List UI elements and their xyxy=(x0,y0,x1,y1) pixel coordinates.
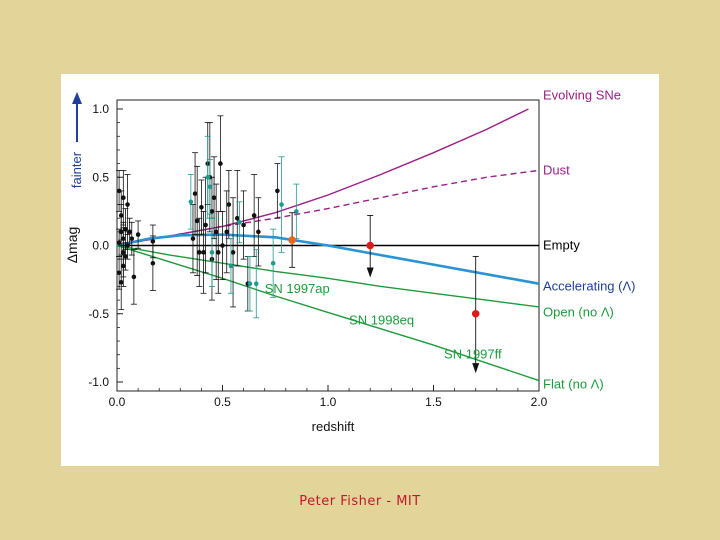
data-point-black xyxy=(121,195,126,201)
data-point-black xyxy=(123,254,128,259)
x-axis-label: redshift xyxy=(312,419,355,434)
data-point-black xyxy=(150,239,156,244)
data-point-black xyxy=(125,202,130,207)
data-point-teal xyxy=(207,184,213,190)
data-point-black xyxy=(215,250,221,255)
data-point-black xyxy=(123,226,128,232)
data-point-black xyxy=(196,250,202,255)
curve-label: Flat (no Λ) xyxy=(543,377,604,392)
data-point-black xyxy=(118,213,124,218)
data-point-black xyxy=(224,229,230,235)
curve-accelerating xyxy=(116,233,540,285)
data-point-black xyxy=(194,218,200,224)
y-tick-label: 0.5 xyxy=(92,170,109,184)
data-point-black xyxy=(190,236,196,241)
chart-axes: 0.0 0.5 1.0 1.5 2.0 1.0 0.5 0.0 -0.5 -1.0 xyxy=(72,92,548,409)
y-tick-label: 1.0 xyxy=(92,102,109,116)
curve-flat-no xyxy=(116,244,540,382)
y-tick-label: -1.0 xyxy=(88,375,109,389)
data-point-black xyxy=(256,229,261,235)
data-point-black xyxy=(129,236,135,241)
data-point-black xyxy=(203,222,208,228)
chart-points xyxy=(116,115,480,374)
curve-label: Accelerating (Λ) xyxy=(543,278,636,293)
data-point-black xyxy=(199,204,204,210)
x-tick-label: 0.5 xyxy=(214,395,231,409)
data-point-teal xyxy=(270,260,276,266)
data-point-teal xyxy=(228,263,234,269)
data-point-black xyxy=(226,202,232,207)
curve-label: Empty xyxy=(543,238,580,253)
fainter-arrow-head xyxy=(72,92,82,104)
data-point-teal xyxy=(279,202,284,207)
x-tick-label: 1.5 xyxy=(425,395,442,409)
y-tick-label: 0.0 xyxy=(92,239,109,253)
data-point-teal xyxy=(294,209,299,214)
chart-figure: 0.0 0.5 1.0 1.5 2.0 1.0 0.5 0.0 -0.5 -1.0 redshif… xyxy=(61,74,659,466)
highlight-point-sn-1998eq xyxy=(366,241,375,250)
y-axis-label: Δmag xyxy=(64,227,80,264)
data-point-black xyxy=(234,215,240,221)
curve-label: Evolving SNe xyxy=(543,87,621,102)
highlight-limit-arrow xyxy=(366,267,374,278)
chart-curves xyxy=(116,108,540,382)
data-point-black xyxy=(201,250,206,255)
data-point-black xyxy=(275,188,280,194)
highlight-point-sn-1997ff xyxy=(471,309,480,318)
data-point-black xyxy=(192,191,198,196)
data-point-black xyxy=(135,232,141,237)
data-point-black xyxy=(218,161,223,166)
data-point-black xyxy=(241,222,246,228)
data-point-black xyxy=(121,263,126,269)
x-tick-label: 1.0 xyxy=(320,395,337,409)
data-point-teal xyxy=(253,281,259,287)
data-point-black xyxy=(118,280,124,285)
data-point-teal xyxy=(188,199,194,205)
y-arrow-label: fainter xyxy=(69,151,84,188)
highlight-limit-arrow xyxy=(472,363,480,374)
footer-credit: Peter Fisher - MIT xyxy=(299,494,421,509)
data-point-teal xyxy=(247,281,253,287)
data-point-black xyxy=(209,209,215,214)
data-point-black xyxy=(150,260,156,266)
x-tick-label: 2.0 xyxy=(531,395,548,409)
curve-label: Open (no Λ) xyxy=(543,304,614,319)
x-tick-label: 0.0 xyxy=(109,395,126,409)
data-point-black xyxy=(121,236,126,241)
data-point-black xyxy=(116,270,122,276)
data-point-teal xyxy=(205,174,211,180)
y-tick-label: -0.5 xyxy=(88,307,109,321)
sn-annotation: SN 1998eq xyxy=(349,313,414,328)
data-point-black xyxy=(251,213,257,218)
data-point-teal xyxy=(237,219,242,225)
chart-svg: 0.0 0.5 1.0 1.5 2.0 1.0 0.5 0.0 -0.5 -1.0 redshif… xyxy=(64,87,636,434)
curve-evolving-sne xyxy=(116,108,529,247)
sn-annotation: SN 1997ff xyxy=(444,347,502,362)
sn-annotation: SN 1997ap xyxy=(265,281,330,296)
data-point-black xyxy=(116,240,122,246)
data-point-black xyxy=(220,243,225,248)
curve-dust xyxy=(116,169,540,247)
data-point-black xyxy=(213,229,219,235)
curve-open-no xyxy=(116,244,540,308)
data-point-teal xyxy=(209,250,215,255)
data-point-black xyxy=(211,195,217,201)
curve-label: Dust xyxy=(543,162,570,177)
data-point-black xyxy=(230,250,236,255)
data-point-black xyxy=(127,229,132,235)
highlight-point-sn-1997ap xyxy=(288,236,296,244)
data-point-black xyxy=(131,274,137,280)
chart-labels: redshift Δmag fainter Evolving SNe Dust Em… xyxy=(64,87,636,434)
